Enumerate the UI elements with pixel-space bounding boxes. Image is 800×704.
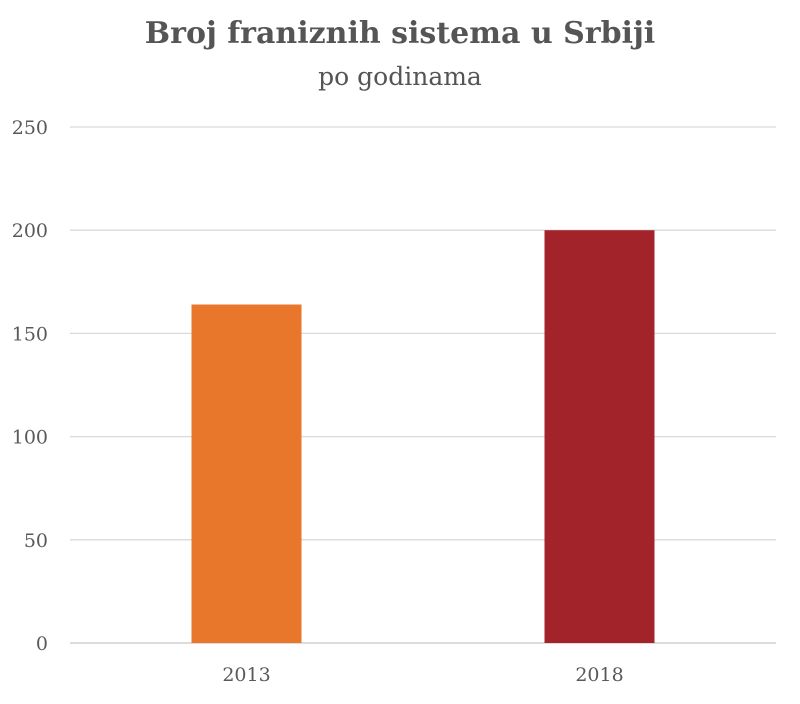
y-tick-label: 100 (12, 427, 48, 449)
y-axis-ticks: 0 50 100 150 200 250 (12, 117, 48, 655)
y-tick-label: 200 (12, 220, 48, 242)
y-tick-label: 0 (36, 633, 48, 655)
x-tick-label: 2018 (575, 664, 623, 686)
y-tick-label: 50 (24, 530, 48, 552)
gridlines (70, 126, 776, 644)
y-tick-label: 250 (12, 117, 48, 139)
y-tick-label: 150 (12, 323, 48, 345)
chart-title: Broj franiznih sistema u Srbiji (144, 16, 656, 51)
bar-2018 (544, 230, 655, 643)
x-tick-label: 2013 (222, 664, 270, 686)
bars (191, 230, 655, 643)
chart-subtitle: po godinama (318, 62, 482, 91)
bar-2013 (191, 304, 302, 643)
x-axis-ticks: 2013 2018 (222, 664, 623, 686)
